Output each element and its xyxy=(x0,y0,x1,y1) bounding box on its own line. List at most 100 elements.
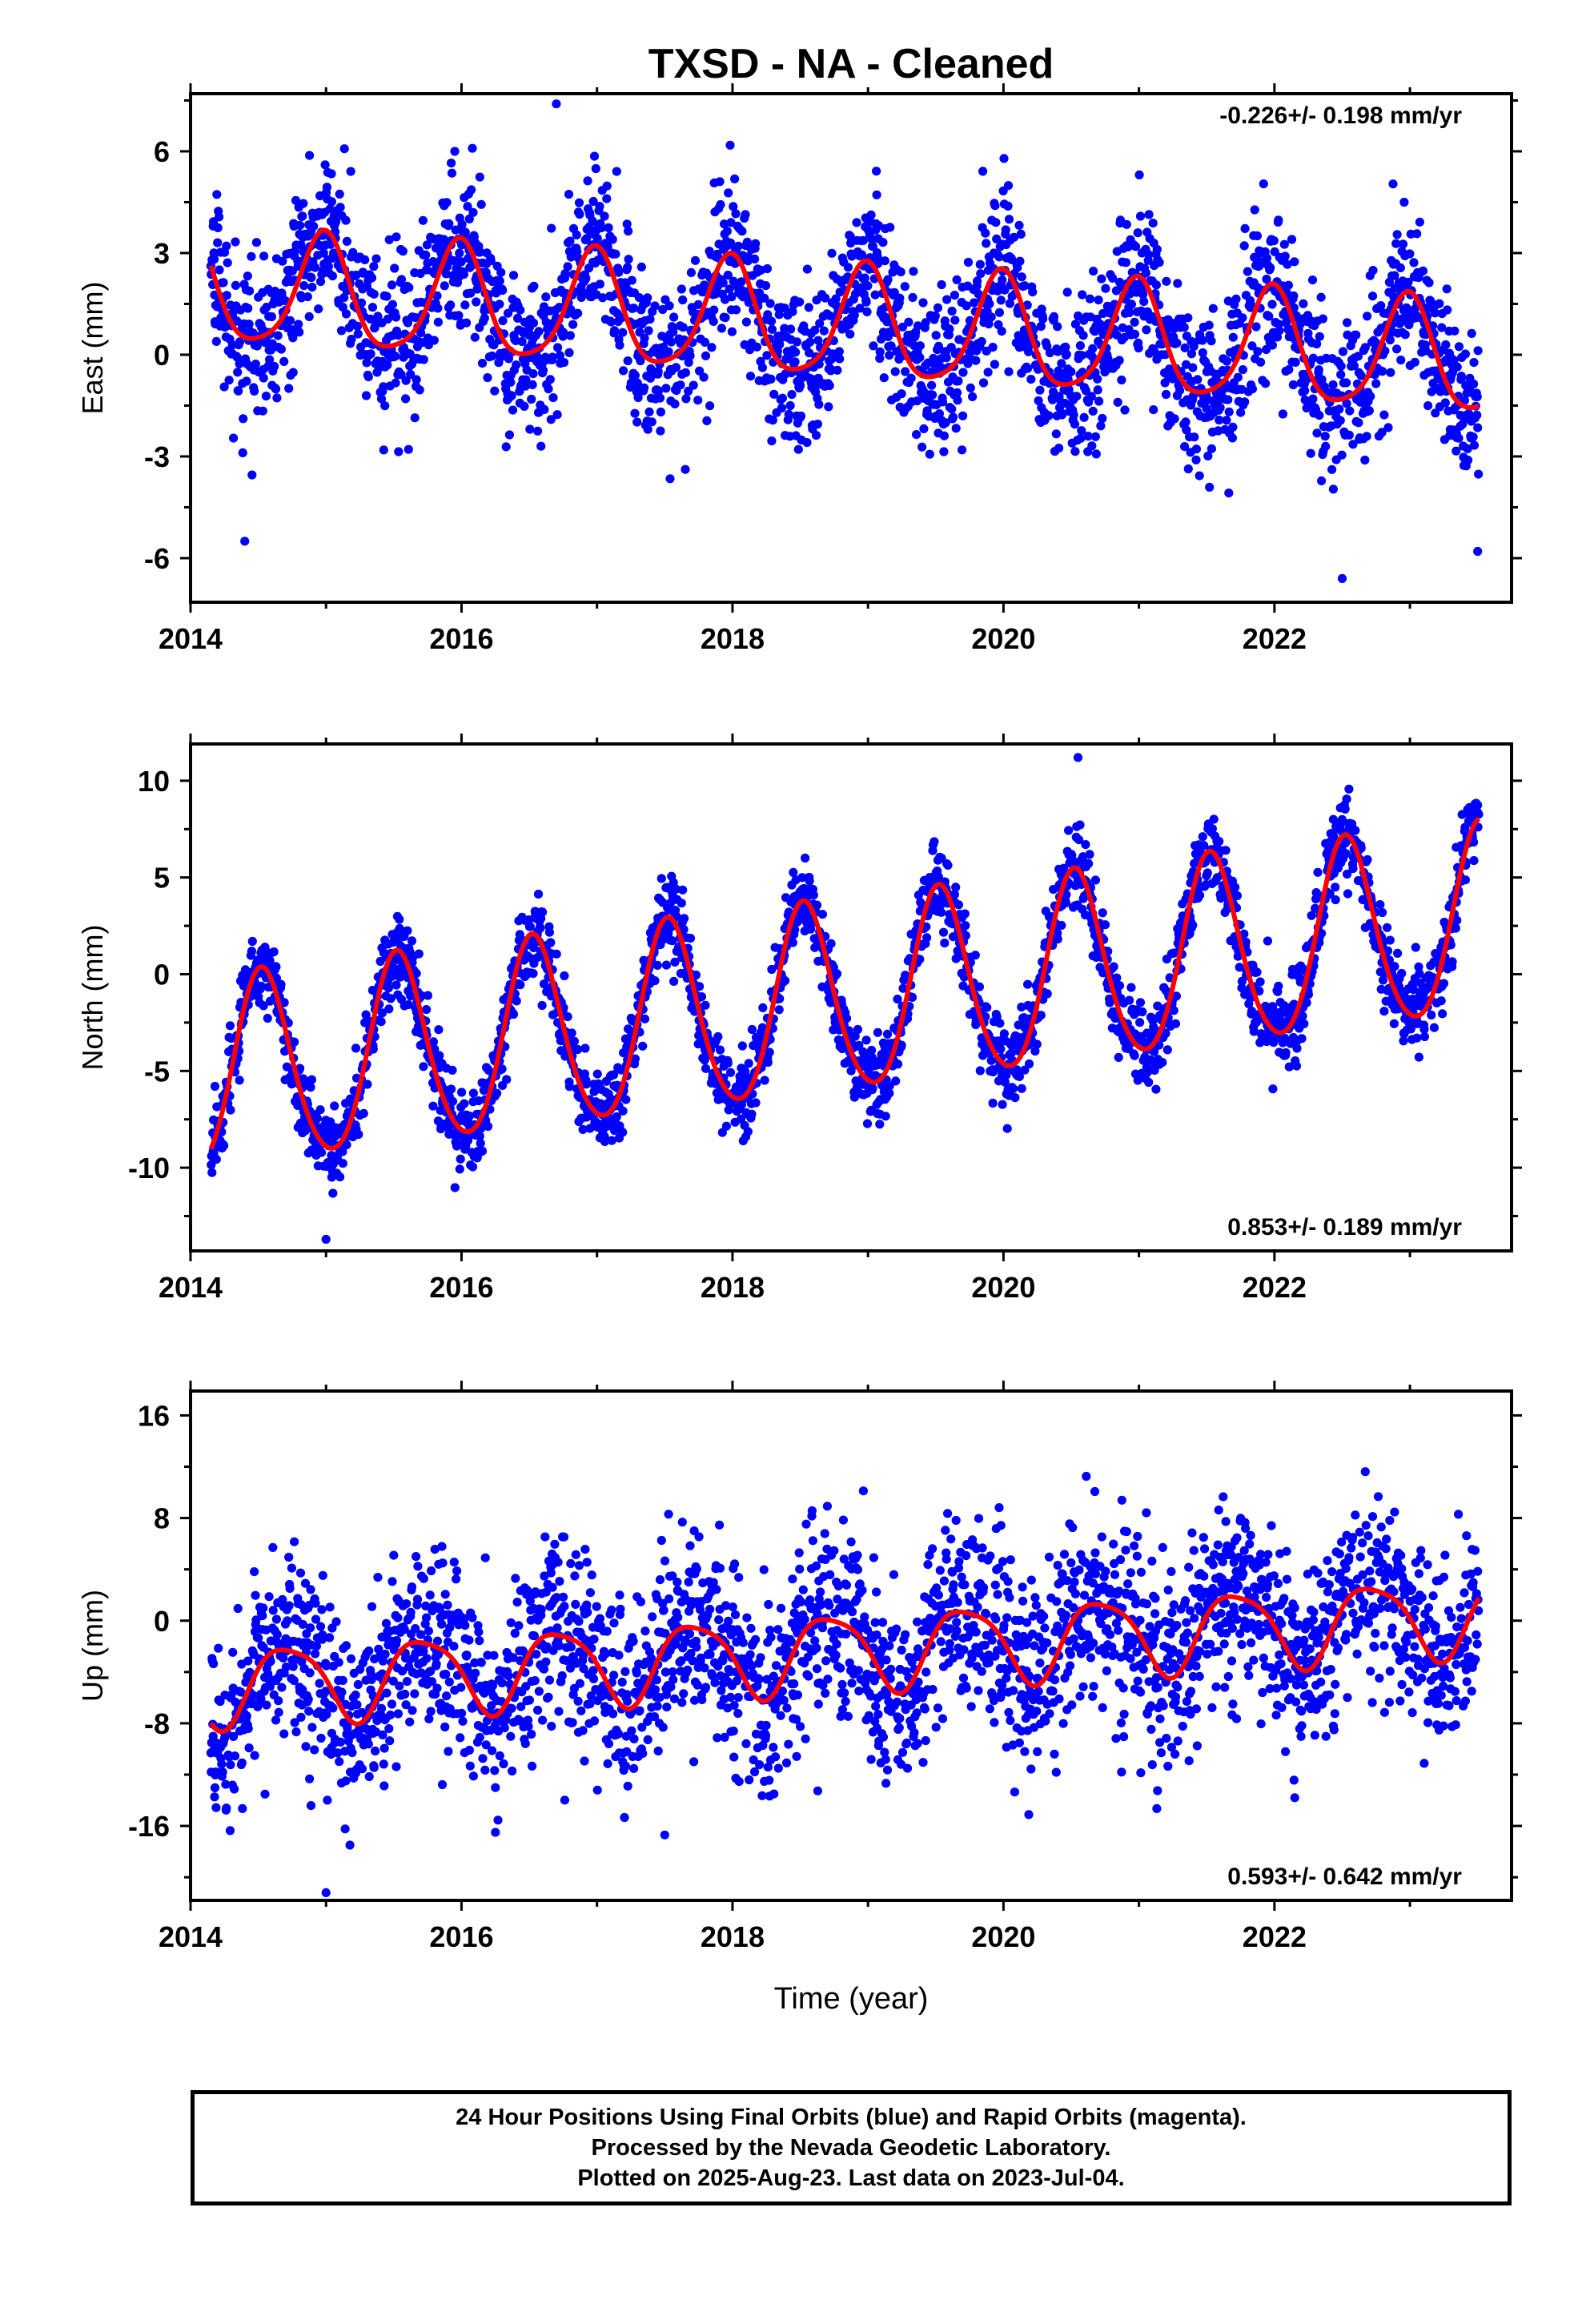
east-data-point xyxy=(401,394,411,404)
north-data-point xyxy=(875,1120,885,1129)
east-data-point xyxy=(480,313,489,323)
east-data-point xyxy=(298,211,307,221)
north-data-point xyxy=(832,969,842,979)
east-data-point xyxy=(588,196,598,207)
north-data-point xyxy=(999,1029,1009,1039)
east-data-point xyxy=(678,295,688,305)
north-data-point xyxy=(567,1028,576,1038)
east-data-point xyxy=(1048,395,1058,404)
east-y-tick-label: 0 xyxy=(154,339,170,372)
east-data-point xyxy=(412,375,421,384)
east-data-point xyxy=(460,300,470,310)
east-data-point xyxy=(733,241,743,251)
east-data-point xyxy=(1051,429,1061,439)
east-x-tick-label: 2014 xyxy=(159,622,223,655)
east-data-point xyxy=(1053,347,1062,356)
east-data-point xyxy=(1348,440,1358,449)
east-data-point xyxy=(432,291,442,300)
north-data-point xyxy=(335,1172,345,1182)
north-data-point xyxy=(801,853,810,863)
east-data-point xyxy=(939,431,949,440)
north-data-point xyxy=(882,1029,893,1039)
east-data-point xyxy=(684,386,693,396)
east-data-point xyxy=(243,304,253,313)
north-data-point xyxy=(581,1080,591,1089)
east-data-point xyxy=(1075,341,1085,351)
east-x-tick-label: 2020 xyxy=(971,622,1035,655)
east-data-point xyxy=(462,318,472,328)
north-data-point xyxy=(1239,929,1249,939)
east-data-point xyxy=(745,372,756,381)
north-data-point xyxy=(508,1009,519,1019)
east-data-point xyxy=(242,376,251,386)
east-data-point xyxy=(1356,371,1366,380)
east-data-point xyxy=(366,349,375,359)
north-data-point xyxy=(630,1054,640,1063)
north-data-point xyxy=(951,883,961,892)
east-data-point xyxy=(909,267,918,276)
east-data-point xyxy=(545,375,555,384)
east-data-point xyxy=(383,360,392,370)
east-data-point xyxy=(791,348,801,357)
east-data-point xyxy=(1186,349,1196,359)
east-data-point xyxy=(665,474,675,484)
east-data-point xyxy=(1003,201,1013,211)
north-data-point xyxy=(744,1059,753,1068)
east-data-point xyxy=(985,299,994,308)
east-data-point xyxy=(896,267,905,277)
east-data-point xyxy=(1173,279,1182,288)
east-data-point xyxy=(1415,217,1424,227)
east-data-point xyxy=(1299,299,1308,308)
east-data-point xyxy=(1262,275,1271,284)
north-data-point xyxy=(817,910,827,919)
east-data-point xyxy=(718,278,728,287)
north-data-point xyxy=(1130,1051,1139,1060)
east-data-point xyxy=(725,284,734,294)
north-data-point xyxy=(1255,977,1265,987)
north-data-point xyxy=(1209,814,1219,824)
east-data-point xyxy=(815,319,825,328)
east-data-point xyxy=(391,378,400,388)
north-data-point xyxy=(1064,826,1074,835)
north-data-point xyxy=(1203,868,1212,878)
east-data-point xyxy=(656,407,666,417)
north-data-point xyxy=(723,1058,733,1068)
east-data-point xyxy=(941,418,950,428)
north-data-point xyxy=(695,982,705,991)
east-data-point xyxy=(573,83,582,92)
north-data-point xyxy=(668,936,677,946)
east-data-point xyxy=(528,318,539,328)
east-data-point xyxy=(1238,313,1247,323)
east-data-point xyxy=(212,190,222,199)
east-data-point xyxy=(529,281,539,291)
east-data-point xyxy=(234,386,243,396)
east-data-point xyxy=(1115,215,1126,225)
east-data-point xyxy=(1088,406,1098,416)
east-data-point xyxy=(456,257,466,267)
north-data-point xyxy=(516,980,525,990)
east-data-point xyxy=(1253,347,1263,356)
north-data-point xyxy=(476,1139,485,1148)
east-velocity-label: -0.226+/- 0.198 mm/yr xyxy=(1219,103,1462,129)
east-data-point xyxy=(1468,432,1478,442)
east-data-point xyxy=(476,247,485,257)
east-data-point xyxy=(251,238,261,247)
east-data-point xyxy=(1077,426,1086,436)
east-data-point xyxy=(919,424,929,434)
east-data-point xyxy=(498,316,508,326)
east-data-point xyxy=(272,393,282,403)
east-data-point xyxy=(336,326,347,336)
east-data-point xyxy=(1142,325,1151,335)
east-data-point xyxy=(347,335,356,344)
north-data-point xyxy=(862,1119,873,1128)
east-data-point xyxy=(1188,363,1198,372)
east-data-point xyxy=(1315,332,1324,341)
east-data-point xyxy=(396,275,407,284)
east-data-point xyxy=(261,392,271,401)
east-data-point xyxy=(826,366,836,376)
north-data-point xyxy=(1109,962,1118,971)
east-data-point xyxy=(229,433,239,443)
east-data-point xyxy=(863,281,873,291)
north-data-point xyxy=(1170,1019,1181,1028)
east-data-point xyxy=(895,293,905,303)
